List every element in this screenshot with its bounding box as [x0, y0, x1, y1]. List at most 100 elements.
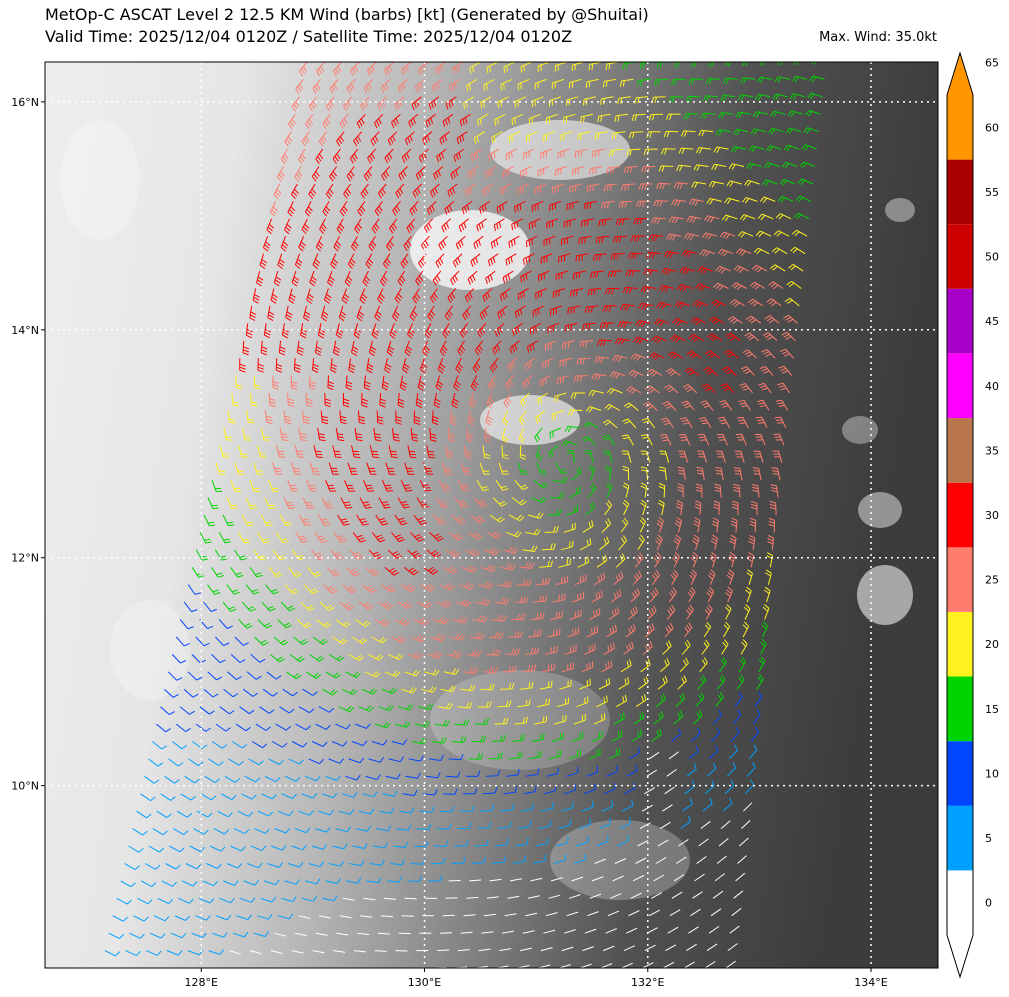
wind-barb: [574, 574, 587, 586]
wind-barb: [522, 148, 535, 160]
wind-barb: [682, 798, 693, 812]
wind-barb: [672, 552, 680, 568]
wind-barb: [315, 826, 331, 833]
wind-barb: [714, 483, 722, 498]
wind-barb: [268, 392, 276, 407]
wind-barb: [472, 357, 481, 374]
wind-barb: [690, 551, 699, 568]
wind-barb: [455, 599, 472, 607]
wind-barb: [663, 130, 679, 138]
wind-barb: [582, 436, 597, 446]
wind-barb: [343, 183, 352, 199]
wind-barb: [690, 317, 707, 325]
wind-barb: [463, 914, 476, 917]
wind-barb: [725, 960, 736, 968]
wind-barb: [222, 514, 235, 527]
wind-barb: [295, 79, 304, 95]
wind-barb: [353, 131, 363, 147]
wind-barb: [528, 218, 541, 230]
wind-barb: [714, 873, 725, 882]
wind-barb: [277, 810, 294, 817]
wind-barb: [572, 270, 586, 280]
wind-barb: [618, 535, 628, 551]
wind-barb: [754, 691, 763, 707]
wind-barb: [635, 857, 647, 864]
wind-barb: [420, 235, 430, 251]
wind-barb: [218, 619, 233, 629]
wind-barb: [305, 392, 313, 408]
wind-barb: [392, 427, 400, 442]
wind-barb: [341, 688, 358, 696]
wind-barb: [319, 218, 327, 235]
wind-barb: [639, 517, 646, 533]
colorbar-bin: [947, 805, 973, 871]
wind-barb: [460, 805, 475, 812]
wind-barb: [293, 636, 309, 646]
wind-barb: [361, 584, 377, 594]
wind-barb: [617, 834, 629, 847]
wind-barb: [265, 584, 279, 595]
wind-barb: [445, 96, 457, 110]
wind-barb: [345, 774, 361, 781]
wind-barb: [722, 797, 733, 812]
wind-barb: [468, 753, 484, 760]
wind-barb: [371, 218, 380, 234]
wind-barb: [257, 619, 273, 629]
wind-barb: [571, 731, 584, 742]
wind-barb: [569, 609, 582, 620]
wind-barb: [116, 897, 132, 905]
wind-barb: [144, 775, 160, 784]
wind-barb: [566, 766, 579, 777]
wind-barb: [578, 678, 591, 690]
wind-barb: [703, 621, 712, 638]
wind-barb: [746, 552, 755, 568]
wind-barb: [764, 162, 780, 169]
lon-tick-label: 130°E: [408, 976, 441, 989]
wind-barb: [789, 246, 806, 255]
wind-barb: [262, 236, 271, 252]
wind-barb: [413, 617, 430, 626]
wind-barb: [613, 712, 625, 725]
wind-barb: [540, 802, 554, 812]
wind-barb: [428, 754, 444, 761]
wind-barb: [290, 375, 298, 390]
wind-barb: [290, 462, 302, 475]
wind-barb: [679, 657, 689, 673]
wind-barb: [241, 514, 254, 527]
wind-barb: [646, 769, 658, 777]
wind-barb: [550, 305, 563, 316]
wind-barb: [203, 601, 217, 612]
wind-barb: [785, 127, 802, 134]
wind-barb: [260, 340, 268, 356]
wind-barb: [311, 741, 328, 747]
wind-barb: [301, 793, 318, 799]
wind-barb: [457, 479, 470, 492]
wind-barb: [333, 340, 341, 356]
wind-barb: [335, 427, 345, 442]
wind-barb: [678, 433, 691, 446]
wind-barb: [499, 288, 511, 302]
wind-barb: [653, 552, 662, 568]
wind-barb: [440, 685, 456, 693]
wind-barb: [692, 710, 703, 725]
wind-barb: [550, 877, 563, 882]
wind-barb: [530, 877, 543, 882]
wind-barb: [287, 480, 299, 492]
wind-barb: [284, 879, 300, 885]
wind-barb: [477, 701, 492, 708]
wind-barb: [732, 483, 741, 498]
wind-barb: [593, 713, 606, 725]
wind-barb: [726, 569, 735, 585]
wind-barb: [552, 476, 569, 484]
wind-barb: [374, 618, 391, 627]
wind-barb: [284, 584, 299, 595]
wind-barb: [620, 517, 629, 533]
wind-barb: [746, 762, 756, 777]
wind-barb: [596, 835, 609, 847]
wind-barb: [496, 200, 508, 214]
wind-barb: [511, 218, 523, 231]
wind-barb: [717, 416, 731, 429]
wind-barb: [433, 840, 449, 847]
wind-barb: [469, 632, 485, 640]
wind-barb: [309, 375, 316, 391]
